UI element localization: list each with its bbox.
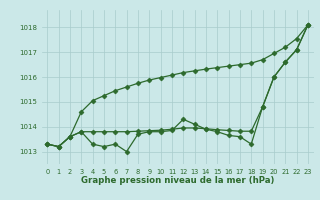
X-axis label: Graphe pression niveau de la mer (hPa): Graphe pression niveau de la mer (hPa) (81, 176, 274, 185)
